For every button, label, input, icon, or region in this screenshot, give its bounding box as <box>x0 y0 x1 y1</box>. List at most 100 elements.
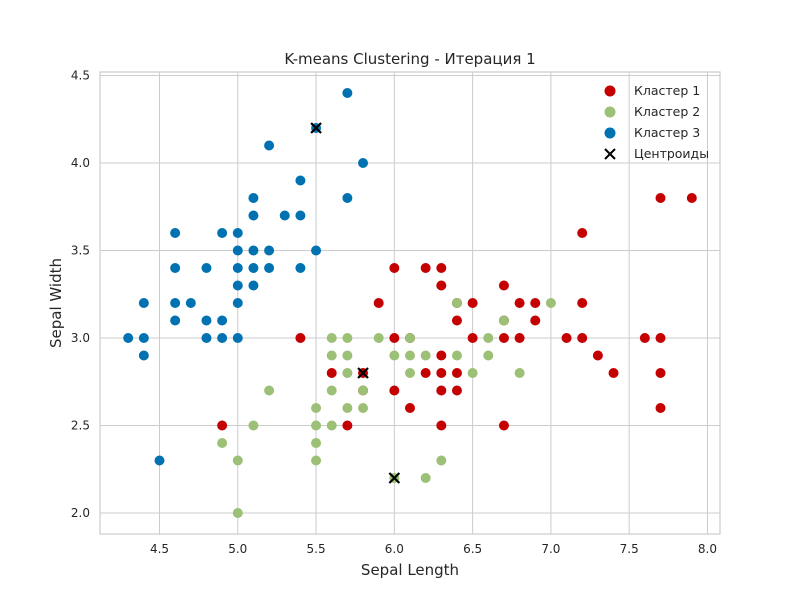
data-point-cluster-2 <box>232 455 243 466</box>
x-tick-label: 8.0 <box>698 542 717 556</box>
data-point-cluster-3 <box>201 333 212 343</box>
chart-title: K-means Clustering - Итерация 1 <box>284 50 535 68</box>
data-point-cluster-2 <box>326 420 337 431</box>
data-point-cluster-3 <box>295 175 306 186</box>
data-point-cluster-3 <box>248 193 259 203</box>
data-point-cluster-1 <box>436 263 447 273</box>
data-point-cluster-1 <box>451 368 462 378</box>
data-point-cluster-2 <box>483 333 494 343</box>
data-point-cluster-1 <box>373 298 384 308</box>
x-tick-label: 6.0 <box>385 542 404 556</box>
data-point-cluster-2 <box>232 508 243 518</box>
legend-marker-cluster-3 <box>604 127 616 139</box>
x-axis-label: Sepal Length <box>361 561 459 579</box>
data-point-cluster-2 <box>264 385 275 396</box>
data-point-cluster-1 <box>498 280 509 291</box>
y-tick-label: 4.5 <box>71 69 90 83</box>
y-axis-label: Sepal Width <box>47 258 65 348</box>
data-point-cluster-1 <box>389 263 400 273</box>
data-point-cluster-3 <box>217 228 228 238</box>
data-point-cluster-3 <box>201 315 212 326</box>
y-tick-labels: 2.0 2.5 3.0 3.5 4.0 4.5 <box>71 69 90 521</box>
legend-marker-centroids <box>604 148 616 160</box>
data-point-cluster-1 <box>467 333 478 343</box>
data-point-cluster-3 <box>248 210 259 221</box>
data-point-cluster-3 <box>138 333 149 343</box>
legend-label-cluster-1: Кластер 1 <box>634 83 700 98</box>
data-point-cluster-2 <box>405 333 415 343</box>
y-tick-label: 3.0 <box>71 331 90 345</box>
data-point-cluster-1 <box>577 228 588 238</box>
data-point-cluster-1 <box>655 403 666 413</box>
legend-marker-cluster-2 <box>604 106 616 118</box>
data-point-cluster-3 <box>123 333 134 343</box>
data-point-cluster-1 <box>436 420 447 431</box>
data-point-cluster-1 <box>639 333 650 343</box>
x-tick-label: 7.0 <box>541 542 560 556</box>
data-point-cluster-3 <box>217 315 228 326</box>
x-tick-label: 7.5 <box>620 542 639 556</box>
data-point-cluster-2 <box>358 403 369 413</box>
data-point-cluster-1 <box>655 333 666 343</box>
data-point-cluster-2 <box>326 385 337 396</box>
data-point-cluster-2 <box>342 403 353 413</box>
y-tick-label: 2.5 <box>71 419 90 433</box>
data-point-cluster-1 <box>561 333 572 343</box>
data-point-cluster-2 <box>326 350 337 361</box>
data-point-cluster-2 <box>514 368 525 378</box>
data-point-cluster-3 <box>154 455 165 466</box>
data-point-cluster-2 <box>436 455 447 466</box>
data-point-cluster-3 <box>232 298 243 308</box>
data-point-cluster-2 <box>248 420 259 431</box>
centroid-markers <box>310 122 401 484</box>
data-point-cluster-1 <box>451 315 462 326</box>
y-tick-label: 4.0 <box>71 156 90 170</box>
data-point-cluster-3 <box>138 298 149 308</box>
data-point-cluster-2 <box>405 350 415 361</box>
legend-label-cluster-3: Кластер 3 <box>634 125 700 140</box>
data-point-cluster-2 <box>217 438 228 448</box>
data-point-cluster-3 <box>264 263 275 273</box>
data-point-cluster-2 <box>498 315 509 326</box>
data-point-cluster-3 <box>248 280 259 291</box>
data-point-cluster-1 <box>577 298 588 308</box>
data-point-cluster-3 <box>264 245 275 256</box>
data-point-cluster-1 <box>405 403 415 413</box>
data-point-cluster-2 <box>358 385 369 396</box>
data-point-cluster-1 <box>592 350 603 361</box>
data-point-cluster-1 <box>436 350 447 361</box>
data-point-cluster-3 <box>248 245 259 256</box>
data-point-cluster-1 <box>389 385 400 396</box>
data-point-cluster-2 <box>420 350 431 361</box>
data-point-cluster-1 <box>514 333 525 343</box>
data-point-cluster-2 <box>451 298 462 308</box>
legend-label-centroids: Центроиды <box>634 146 709 161</box>
data-point-cluster-1 <box>530 298 541 308</box>
centroid-marker <box>388 472 401 484</box>
data-point-cluster-1 <box>217 420 228 431</box>
data-point-cluster-3 <box>295 263 306 273</box>
legend-marker-cluster-1 <box>604 85 616 97</box>
data-point-cluster-1 <box>451 385 462 396</box>
data-point-cluster-3 <box>232 228 243 238</box>
data-point-cluster-3 <box>170 298 181 308</box>
data-point-cluster-3 <box>264 140 275 151</box>
data-point-cluster-1 <box>436 280 447 291</box>
y-tick-label: 3.5 <box>71 244 90 258</box>
data-point-cluster-2 <box>483 350 494 361</box>
data-point-cluster-3 <box>232 245 243 256</box>
data-point-cluster-3 <box>295 210 306 221</box>
x-tick-label: 5.0 <box>228 542 247 556</box>
data-point-cluster-2 <box>311 420 322 431</box>
data-point-cluster-2 <box>451 350 462 361</box>
data-point-cluster-1 <box>420 368 431 378</box>
data-point-cluster-1 <box>577 333 588 343</box>
data-point-cluster-3 <box>342 193 353 203</box>
data-point-cluster-2 <box>420 473 431 483</box>
y-tick-label: 2.0 <box>71 506 90 520</box>
data-point-cluster-1 <box>655 368 666 378</box>
data-point-cluster-1 <box>436 368 447 378</box>
data-point-cluster-3 <box>232 263 243 273</box>
